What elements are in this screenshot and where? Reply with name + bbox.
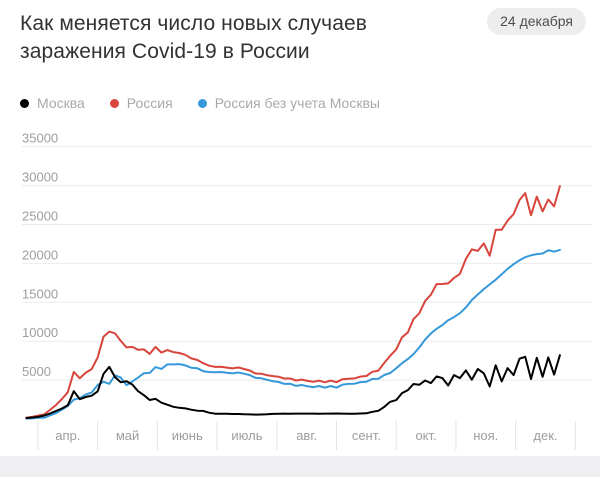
- y-axis-tick-label: 10000: [22, 325, 58, 340]
- x-axis: апр. май июнь июль авг. сент. окт. ноя. дек.: [37, 421, 576, 450]
- y-grid: 5000 10000 15000 20000 25000 30000 35000: [22, 131, 592, 381]
- x-axis-tick-label: дек.: [533, 428, 557, 443]
- legend-item-moscow: Москва: [20, 95, 85, 111]
- x-axis-tick-label: сент.: [352, 428, 381, 443]
- x-axis-tick-label: окт.: [415, 428, 436, 443]
- x-axis-tick-label: июль: [231, 428, 262, 443]
- chart-legend: Москва Россия Россия без учета Москвы: [20, 95, 380, 111]
- x-axis-tick-label: апр.: [55, 428, 80, 443]
- series-line-0: [25, 354, 561, 420]
- y-axis-tick-label: 30000: [22, 170, 58, 185]
- legend-label: Россия без учета Москвы: [214, 95, 380, 111]
- chart-canvas: 5000 10000 15000 20000 25000 30000 35000 апр. ма…: [22, 131, 592, 450]
- x-axis-tick-label: май: [116, 428, 139, 443]
- legend-item-russia-ex-moscow: Россия без учета Москвы: [197, 95, 380, 111]
- chart-card: Как меняется число новых случаев заражен…: [0, 0, 600, 456]
- date-badge: 24 декабря: [487, 8, 586, 35]
- series-line-2: [25, 248, 561, 420]
- chart-area: 5000 10000 15000 20000 25000 30000 35000 апр. ма…: [0, 125, 600, 456]
- page-title: Как меняется число новых случаев заражен…: [20, 12, 368, 63]
- legend-dot-blue-icon: [197, 98, 207, 108]
- legend-label: Москва: [37, 95, 85, 111]
- legend-dot-red-icon: [109, 98, 119, 108]
- series-line-1: [25, 185, 561, 419]
- y-axis-tick-label: 20000: [22, 247, 58, 262]
- y-axis-tick-label: 35000: [22, 131, 58, 146]
- x-axis-tick-label: авг.: [296, 428, 317, 443]
- x-axis-tick-label: июнь: [172, 428, 203, 443]
- series-lines: [25, 185, 561, 420]
- y-axis-tick-label: 15000: [22, 286, 58, 301]
- x-axis-tick-label: ноя.: [473, 428, 498, 443]
- legend-item-russia: Россия: [109, 95, 173, 111]
- legend-dot-black-icon: [20, 98, 29, 108]
- y-axis-tick-label: 25000: [22, 209, 58, 224]
- y-axis-tick-label: 5000: [22, 364, 51, 379]
- legend-label: Россия: [126, 95, 173, 111]
